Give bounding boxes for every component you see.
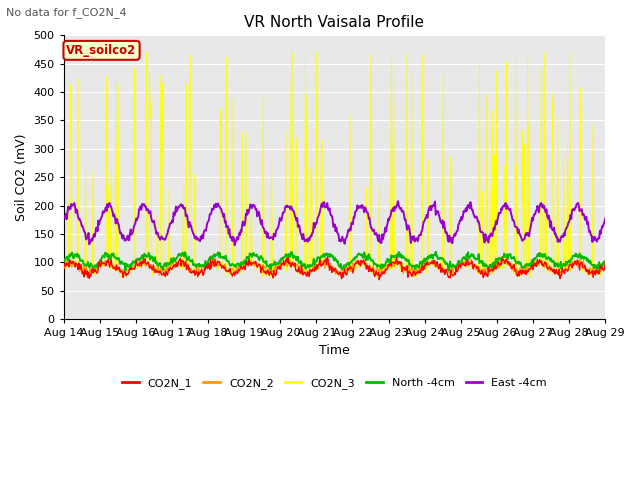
CO2N_1 [125,266,133,272]
CO2N_3 [402,270,410,276]
CO2N_2 [211,255,219,261]
East -4cm [394,198,402,204]
CO2N_1 [70,261,77,266]
CO2N_2 [125,269,133,275]
CO2N_2 [70,262,77,268]
CO2N_3 [181,262,189,268]
CO2N_3 [417,265,425,271]
North -4cm [70,255,77,261]
CO2N_2 [401,267,409,273]
Line: CO2N_1: CO2N_1 [64,257,605,280]
East -4cm [417,228,425,234]
CO2N_1 [602,260,609,266]
North -4cm [432,249,440,254]
CO2N_1 [402,267,410,273]
North -4cm [602,259,609,264]
CO2N_2 [602,264,609,269]
Y-axis label: Soil CO2 (mV): Soil CO2 (mV) [15,133,28,221]
North -4cm [125,263,133,268]
CO2N_2 [60,266,68,272]
CO2N_1 [323,254,331,260]
North -4cm [400,255,408,261]
East -4cm [180,205,188,211]
East -4cm [70,201,77,207]
CO2N_1 [209,258,217,264]
East -4cm [602,216,609,222]
CO2N_2 [209,259,217,265]
CO2N_2 [410,274,417,279]
Line: North -4cm: North -4cm [64,252,605,271]
East -4cm [231,242,239,248]
CO2N_1 [180,264,188,269]
CO2N_1 [60,260,68,265]
X-axis label: Time: Time [319,344,350,357]
CO2N_3 [602,266,609,272]
East -4cm [402,217,410,223]
CO2N_3 [211,263,218,268]
CO2N_3 [125,264,133,270]
Line: East -4cm: East -4cm [64,201,605,245]
Text: VR_soilco2: VR_soilco2 [67,44,137,57]
North -4cm [60,257,68,263]
Line: CO2N_3: CO2N_3 [64,52,605,279]
North -4cm [416,259,424,265]
CO2N_1 [376,277,383,283]
Legend: CO2N_1, CO2N_2, CO2N_3, North -4cm, East -4cm: CO2N_1, CO2N_2, CO2N_3, North -4cm, East… [118,373,551,393]
Line: CO2N_2: CO2N_2 [64,258,605,276]
East -4cm [60,213,68,219]
CO2N_3 [60,271,68,277]
East -4cm [209,206,217,212]
CO2N_3 [70,263,77,268]
East -4cm [125,238,133,243]
North -4cm [209,256,217,262]
North -4cm [180,254,188,260]
CO2N_2 [180,263,188,269]
North -4cm [445,268,452,274]
CO2N_3 [143,49,150,55]
CO2N_2 [417,264,425,270]
CO2N_3 [191,276,199,282]
Title: VR North Vaisala Profile: VR North Vaisala Profile [244,15,424,30]
Text: No data for f_CO2N_4: No data for f_CO2N_4 [6,7,127,18]
CO2N_1 [417,265,425,271]
